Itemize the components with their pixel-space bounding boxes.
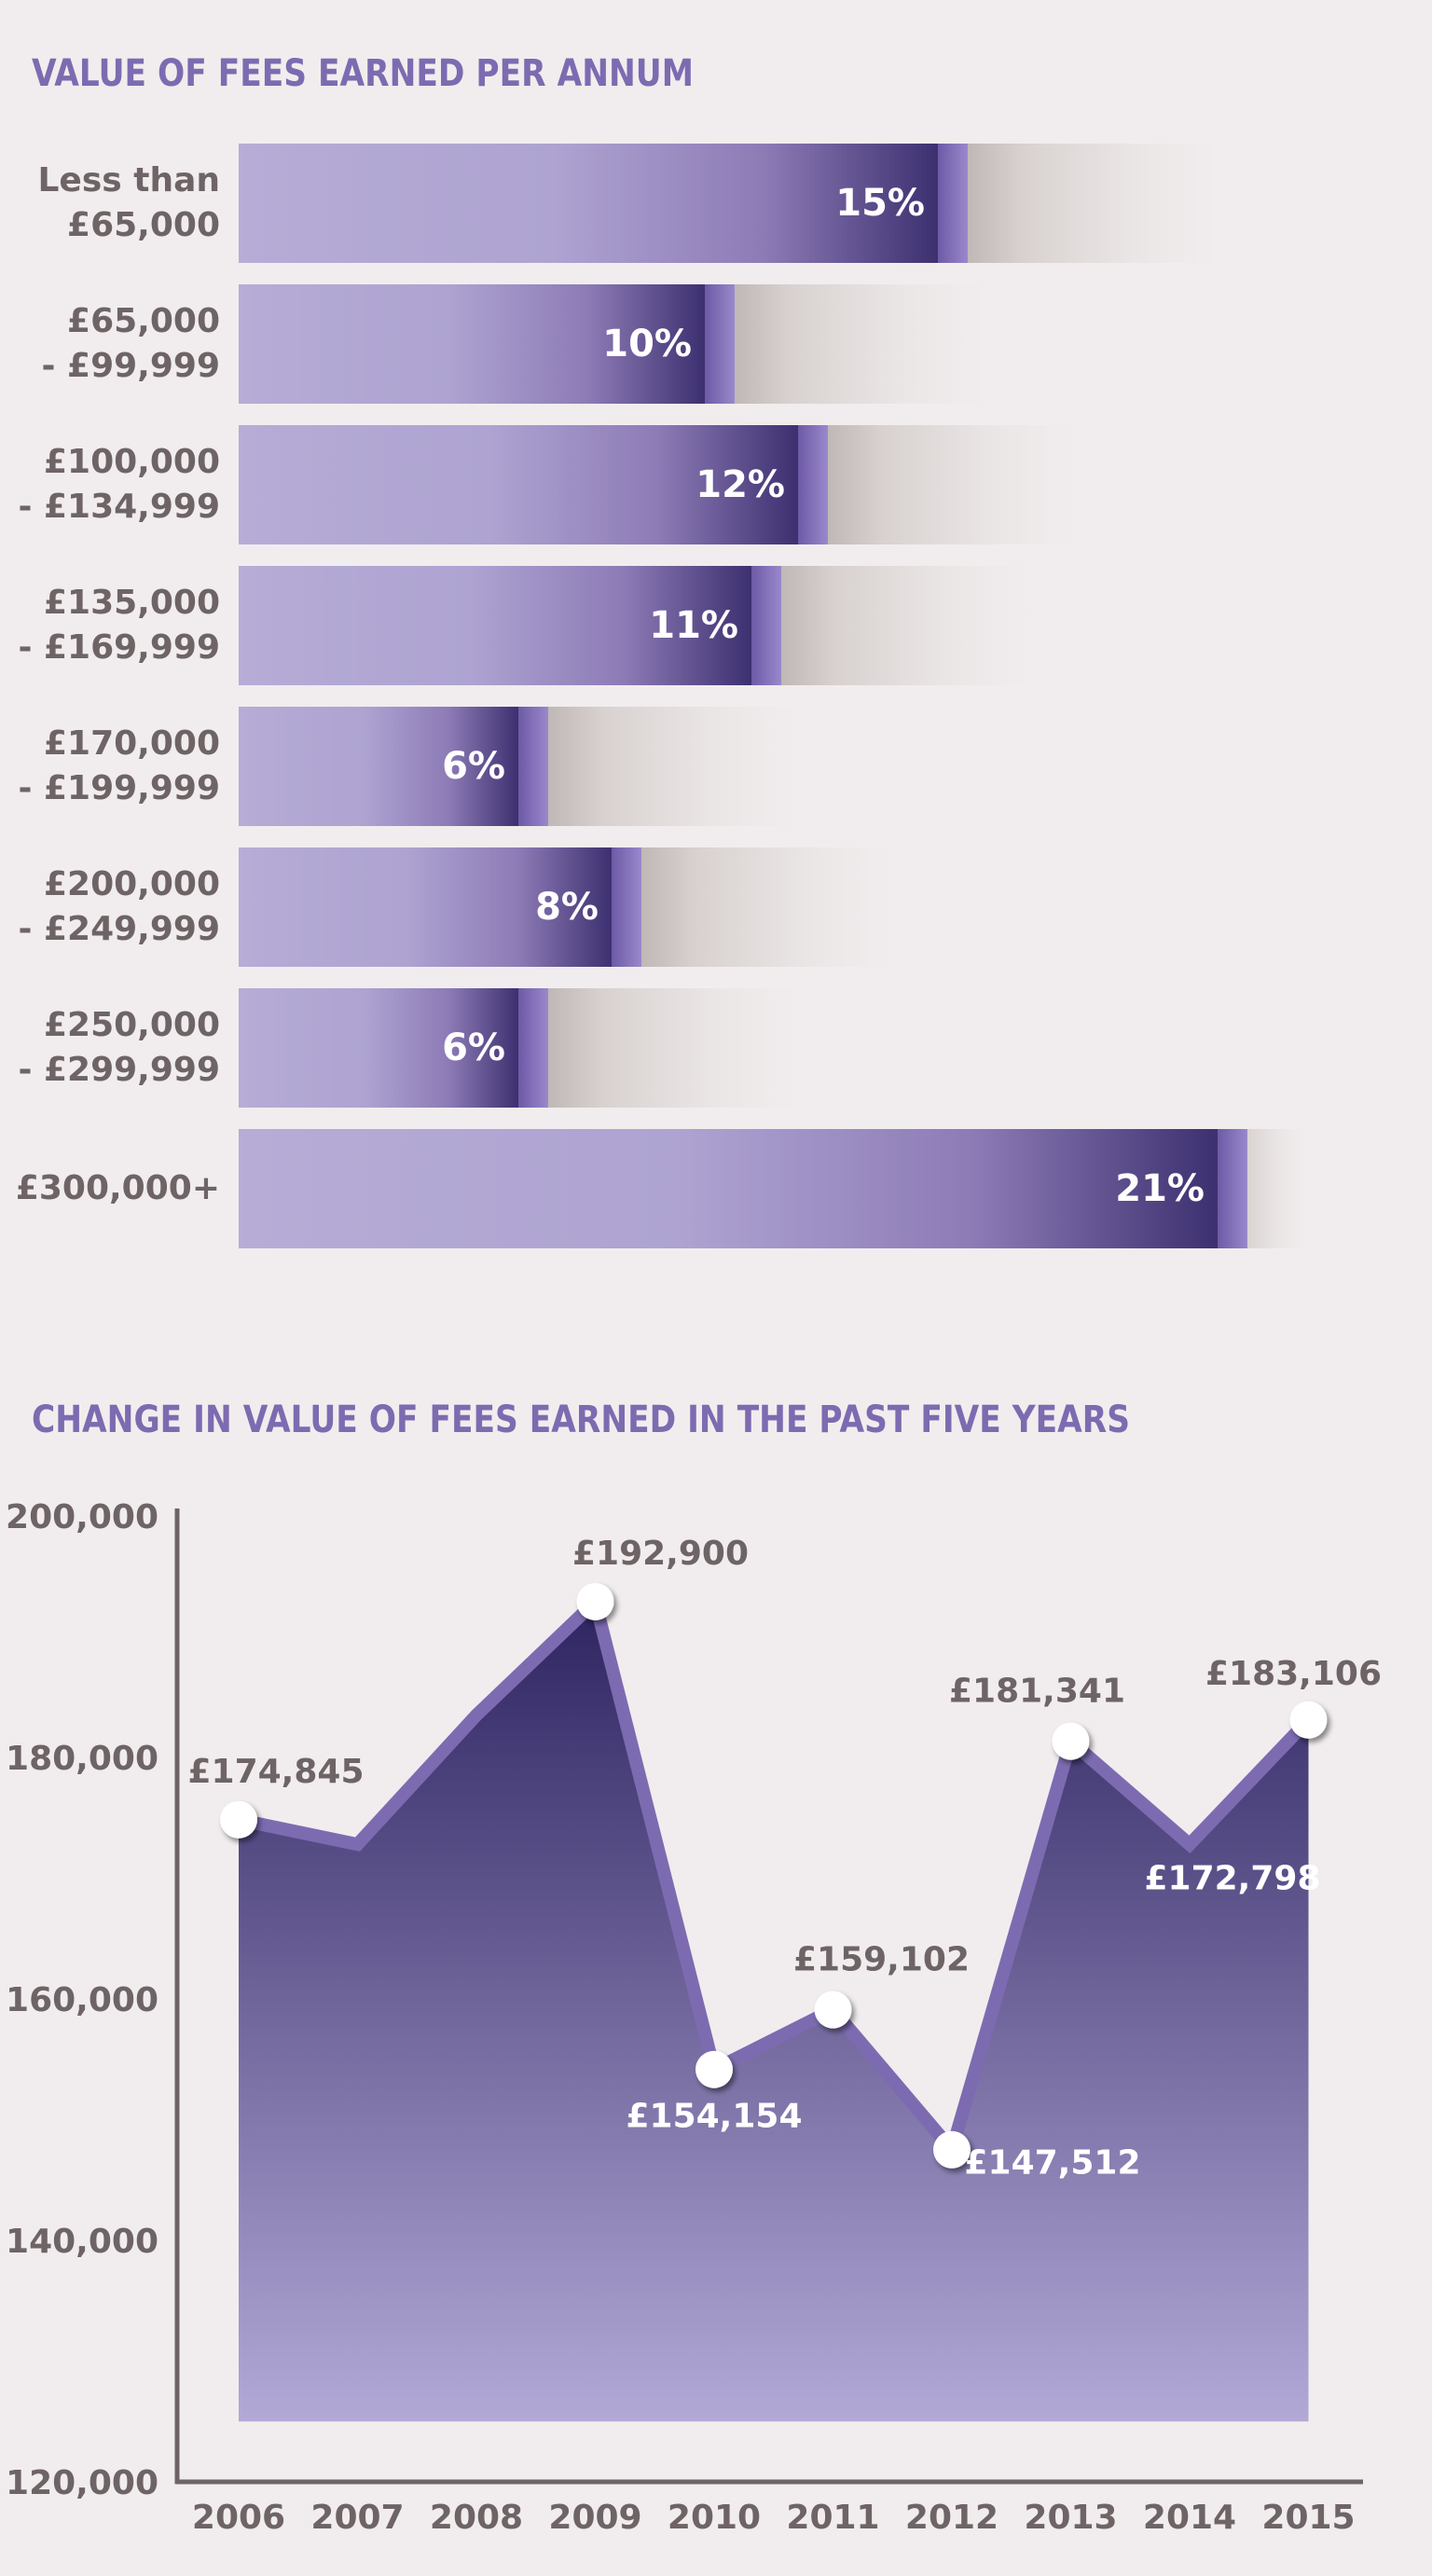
bar-value-label: 6% xyxy=(442,745,505,788)
bar-end-cap xyxy=(612,847,641,967)
bar-value-label: 21% xyxy=(1115,1167,1205,1210)
bar-end-cap xyxy=(518,988,548,1108)
bar-value-label: 12% xyxy=(695,463,785,506)
y-tick-label: 160,000 xyxy=(6,1981,158,2019)
data-point-label: £192,900 xyxy=(572,1535,749,1573)
bar-row: £65,000 - £99,999 10% xyxy=(0,284,1432,404)
x-tick-label: 2010 xyxy=(668,2499,761,2537)
bar xyxy=(239,144,938,263)
bar-value-label: 6% xyxy=(442,1026,505,1069)
bar-background-shadow xyxy=(751,566,1031,685)
y-tick-label: 120,000 xyxy=(6,2464,158,2502)
bar-row: £250,000 - £299,999 6% xyxy=(0,988,1432,1108)
data-point-marker xyxy=(576,1582,614,1620)
bar-category-label: Less than £65,000 xyxy=(37,158,220,248)
y-tick-label: 200,000 xyxy=(6,1498,158,1536)
data-point-marker xyxy=(814,1991,852,2029)
bar-category-label-line: - £199,999 xyxy=(18,769,221,807)
bar xyxy=(239,847,612,967)
bar-background-shadow xyxy=(938,144,1218,263)
data-point-marker xyxy=(1052,1722,1090,1760)
bar-category-label: £300,000+ xyxy=(16,1166,220,1211)
bar-category-label: £135,000 - £169,999 xyxy=(19,581,221,670)
data-point-marker xyxy=(220,1800,257,1839)
bar-category-label-line: £65,000 xyxy=(67,302,220,340)
data-point-label: £154,154 xyxy=(626,2098,802,2136)
data-point-marker xyxy=(695,2050,733,2088)
bar-value-label: 8% xyxy=(535,886,599,929)
y-tick-label: 140,000 xyxy=(6,2223,158,2261)
series-line xyxy=(237,1589,1314,2164)
bar-category-label: £170,000 - £199,999 xyxy=(19,722,221,811)
bar-end-cap xyxy=(1218,1129,1247,1248)
bar xyxy=(239,1129,1218,1248)
bar xyxy=(239,566,751,685)
bar-row: £170,000 - £199,999 6% xyxy=(0,707,1432,826)
bar-background-shadow xyxy=(798,425,1078,544)
x-tick-label: 2013 xyxy=(1024,2499,1117,2537)
data-point-marker xyxy=(933,2130,971,2169)
bar-category-label-line: Less than xyxy=(37,161,220,200)
x-tick-label: 2011 xyxy=(786,2499,879,2537)
bar-row: £200,000 - £249,999 8% xyxy=(0,847,1432,967)
bar-row: £135,000 - £169,999 11% xyxy=(0,566,1432,685)
bar-value-label: 10% xyxy=(602,323,692,365)
bar-background-shadow xyxy=(705,284,984,404)
bar-row: £100,000 - £134,999 12% xyxy=(0,425,1432,544)
data-point-label: £174,845 xyxy=(187,1753,364,1791)
data-point-label: £172,798 xyxy=(1144,1859,1320,1897)
bar-background-shadow xyxy=(518,988,798,1108)
x-tick-label: 2009 xyxy=(548,2499,641,2537)
bar-end-cap xyxy=(751,566,781,685)
bar xyxy=(239,284,705,404)
data-point-label: £159,102 xyxy=(793,1941,970,1979)
bar-background-shadow xyxy=(612,847,891,967)
bar-end-cap xyxy=(518,707,548,826)
bar-category-label: £200,000 - £249,999 xyxy=(19,862,221,952)
x-tick-label: 2006 xyxy=(192,2499,285,2537)
bar-row: Less than £65,000 15% xyxy=(0,144,1432,263)
line-chart-title: CHANGE IN VALUE OF FEES EARNED IN THE PA… xyxy=(32,1398,1131,1441)
bar-value-label: 15% xyxy=(835,182,925,225)
x-tick-label: 2007 xyxy=(310,2499,404,2537)
bar-category-label-line: - £134,999 xyxy=(18,488,221,526)
y-tick-label: 180,000 xyxy=(6,1740,158,1778)
bar-category-label: £250,000 - £299,999 xyxy=(19,1003,221,1093)
bar-value-label: 11% xyxy=(649,604,738,647)
data-point-marker xyxy=(1289,1701,1328,1739)
bar-category-label-line: £200,000 xyxy=(43,865,220,903)
bar xyxy=(239,425,798,544)
x-tick-label: 2012 xyxy=(905,2499,998,2537)
bar-category-label-line: £250,000 xyxy=(43,1006,220,1044)
bar-chart-title: VALUE OF FEES EARNED PER ANNUM xyxy=(32,52,694,95)
bar-category-label-line: - £249,999 xyxy=(18,910,221,948)
bar-category-label-line: £170,000 xyxy=(43,724,220,763)
bar-category-label: £65,000 - £99,999 xyxy=(42,299,220,389)
bar xyxy=(239,707,518,826)
fees-area-chart: 120,000 140,000 160,000 180,000 200,000 2006 2… xyxy=(6,1498,1382,2537)
bar-category-label-line: £135,000 xyxy=(43,584,220,622)
bar-category-label-line: - £99,999 xyxy=(41,347,220,385)
bar-category-label-line: £65,000 xyxy=(67,206,220,244)
bar-background-shadow xyxy=(518,707,798,826)
bar-category-label: £100,000 - £134,999 xyxy=(19,440,221,530)
bar-row: £300,000+ 21% xyxy=(0,1129,1432,1248)
bar-category-label-line: £100,000 xyxy=(43,443,220,481)
x-tick-label: 2015 xyxy=(1261,2499,1355,2537)
bar-end-cap xyxy=(798,425,828,544)
bar-category-label-line: £300,000+ xyxy=(15,1169,220,1207)
x-tick-label: 2008 xyxy=(430,2499,523,2537)
data-point-label: £181,341 xyxy=(949,1673,1125,1711)
bar xyxy=(239,988,518,1108)
data-point-label: £183,106 xyxy=(1205,1655,1382,1693)
bar-end-cap xyxy=(705,284,735,404)
bar-category-label-line: - £299,999 xyxy=(18,1051,221,1089)
bar-end-cap xyxy=(938,144,968,263)
data-point-label: £147,512 xyxy=(964,2144,1140,2183)
x-tick-label: 2014 xyxy=(1143,2499,1236,2537)
bar-category-label-line: - £169,999 xyxy=(18,628,221,667)
area-fill xyxy=(239,1601,1309,2422)
